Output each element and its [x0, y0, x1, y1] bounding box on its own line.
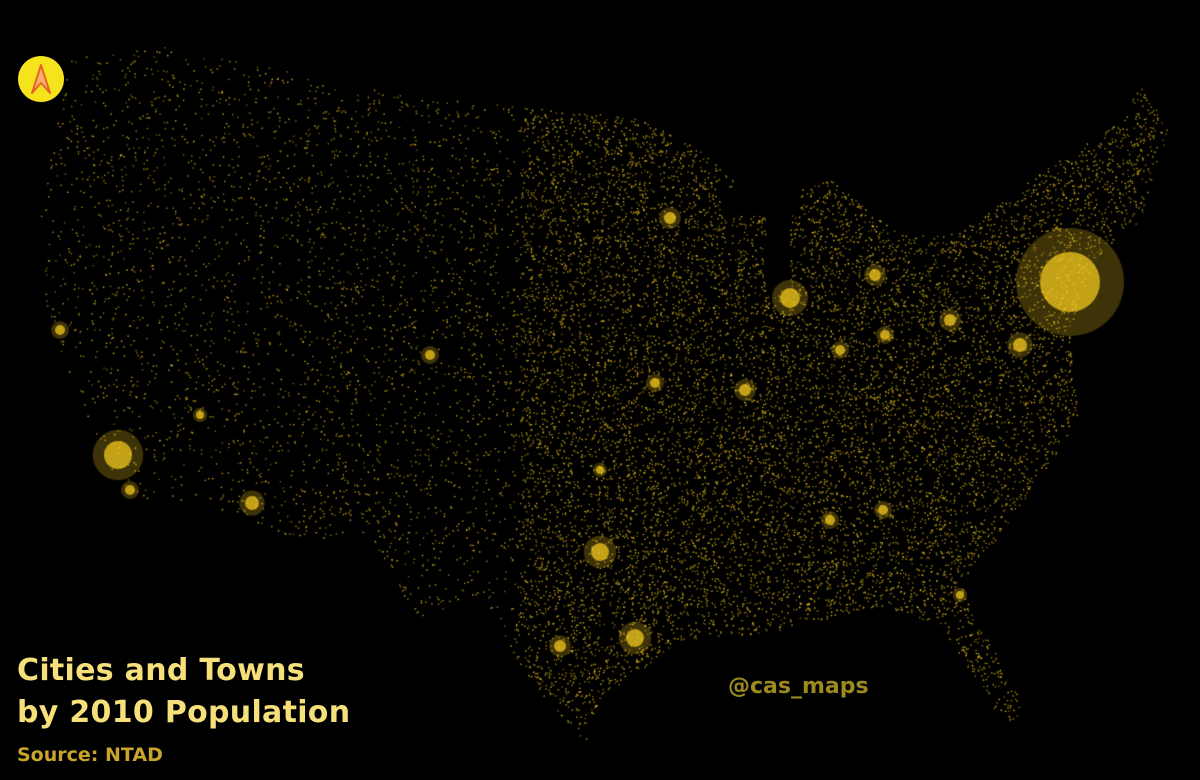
north-arrow-icon	[31, 64, 51, 94]
north-arrow-badge	[18, 56, 64, 102]
source-label: Source: NTAD	[17, 744, 163, 766]
map-title: Cities and Towns by 2010 Population	[17, 650, 350, 734]
title-line-1: Cities and Towns	[17, 653, 305, 688]
credit-watermark: @cas_maps	[728, 674, 869, 699]
title-line-2: by 2010 Population	[17, 695, 351, 730]
